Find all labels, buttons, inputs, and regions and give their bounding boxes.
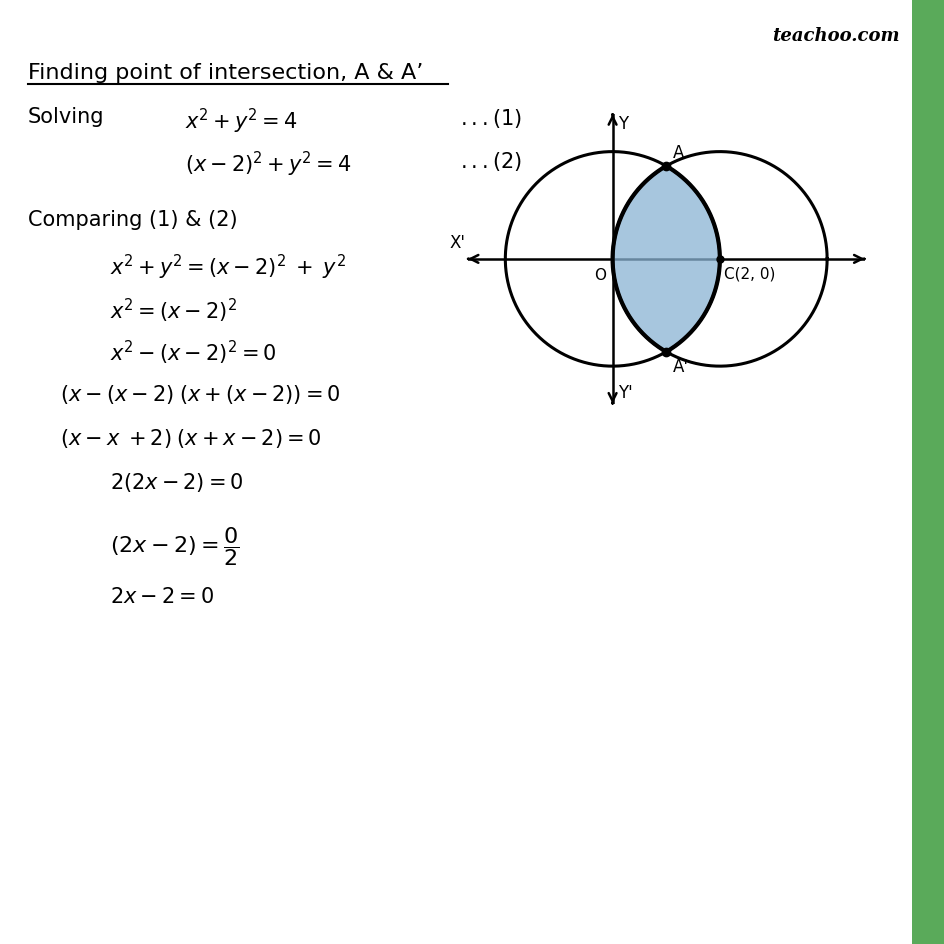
- Text: O: O: [594, 268, 605, 282]
- Text: A: A: [672, 143, 683, 161]
- Bar: [911, 0, 944, 944]
- Text: teachoo.com: teachoo.com: [771, 27, 899, 45]
- Polygon shape: [612, 167, 719, 352]
- Text: $...(2)$: $...(2)$: [460, 150, 521, 173]
- Text: $x^2 + y^2 = (x - 2)^2 \; + \; y^2$: $x^2 + y^2 = (x - 2)^2 \; + \; y^2$: [110, 253, 346, 282]
- Text: Comparing (1) & (2): Comparing (1) & (2): [28, 210, 237, 229]
- Text: Y: Y: [617, 115, 628, 133]
- Text: Y': Y': [617, 383, 632, 401]
- Text: A': A': [672, 358, 688, 376]
- Text: $...(1)$: $...(1)$: [460, 107, 521, 130]
- Text: Solving: Solving: [28, 107, 105, 126]
- Text: Finding point of intersection, A & A’: Finding point of intersection, A & A’: [28, 63, 423, 83]
- Text: X': X': [448, 234, 464, 252]
- Text: $x^2 + y^2 = 4$: $x^2 + y^2 = 4$: [185, 107, 297, 136]
- Text: $2x - 2 = 0$: $2x - 2 = 0$: [110, 586, 213, 606]
- Text: $x^2 - (x - 2)^2 = 0$: $x^2 - (x - 2)^2 = 0$: [110, 339, 277, 367]
- Text: $(x - (x - 2) \; (x + (x - 2)) = 0$: $(x - (x - 2) \; (x + (x - 2)) = 0$: [59, 382, 340, 406]
- Text: C(2, 0): C(2, 0): [723, 266, 775, 281]
- Text: $(2x - 2) = \dfrac{0}{2}$: $(2x - 2) = \dfrac{0}{2}$: [110, 525, 240, 567]
- Text: $x^2 = (x - 2)^2$: $x^2 = (x - 2)^2$: [110, 296, 237, 325]
- Text: $(x - x \; + 2) \; (x + x - 2) = 0$: $(x - x \; + 2) \; (x + x - 2) = 0$: [59, 427, 322, 449]
- Text: $(x - 2)^2 + y^2 = 4$: $(x - 2)^2 + y^2 = 4$: [185, 150, 351, 179]
- Text: $2(2x - 2) = 0$: $2(2x - 2) = 0$: [110, 470, 244, 494]
